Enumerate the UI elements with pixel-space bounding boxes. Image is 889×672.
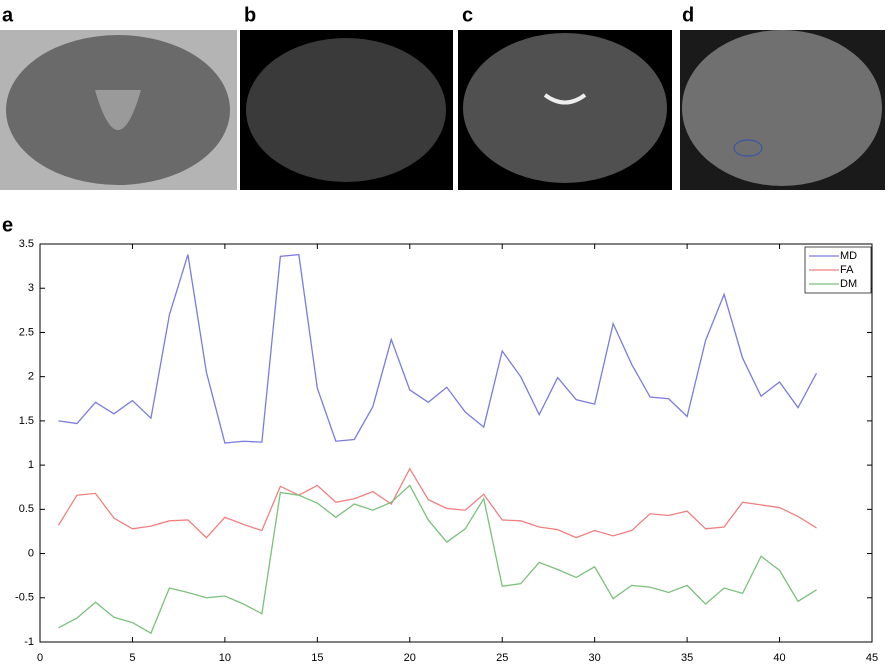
image-c-brain	[463, 33, 667, 183]
legend-label: DM	[840, 278, 857, 290]
y-tick-label: 3	[28, 282, 34, 294]
x-tick-label: 20	[404, 652, 416, 664]
brain-images	[0, 30, 885, 190]
y-tick-label: 3.5	[19, 238, 34, 250]
x-tick-label: 25	[496, 652, 508, 664]
y-tick-label: -1	[24, 636, 34, 648]
y-tick-label: 0.5	[19, 503, 34, 515]
series-line	[58, 253, 818, 444]
x-tick-label: 45	[866, 652, 878, 664]
series-line	[57, 467, 817, 539]
legend-label: FA	[840, 264, 854, 276]
x-tick-label: 30	[589, 652, 601, 664]
image-b-brain	[246, 38, 446, 182]
x-tick-label: 0	[37, 652, 43, 664]
x-tick-label: 40	[773, 652, 785, 664]
plot-frame	[39, 243, 873, 643]
x-tick-label: 35	[681, 652, 693, 664]
panel-label: e	[2, 214, 13, 236]
y-tick-label: 1.5	[19, 415, 34, 427]
x-tick-label: 15	[311, 652, 323, 664]
panel-label: a	[2, 4, 14, 26]
y-tick-label: 2.5	[19, 326, 34, 338]
image-d-roi	[733, 139, 763, 157]
panel-label: c	[462, 4, 473, 26]
x-tick-label: 10	[219, 652, 231, 664]
y-tick-label: 0	[28, 547, 34, 559]
image-d-brain	[682, 30, 882, 186]
series-line	[58, 484, 817, 635]
legend-label: MD	[840, 250, 857, 262]
image-c-detail	[543, 93, 587, 105]
y-tick-label: -0.5	[15, 592, 34, 604]
panel-label: b	[244, 4, 256, 26]
y-tick-label: 1	[28, 459, 34, 471]
y-tick-label: 2	[28, 371, 34, 383]
x-tick-label: 5	[129, 652, 135, 664]
image-a-detail	[95, 90, 141, 130]
panel-label: d	[682, 4, 694, 26]
